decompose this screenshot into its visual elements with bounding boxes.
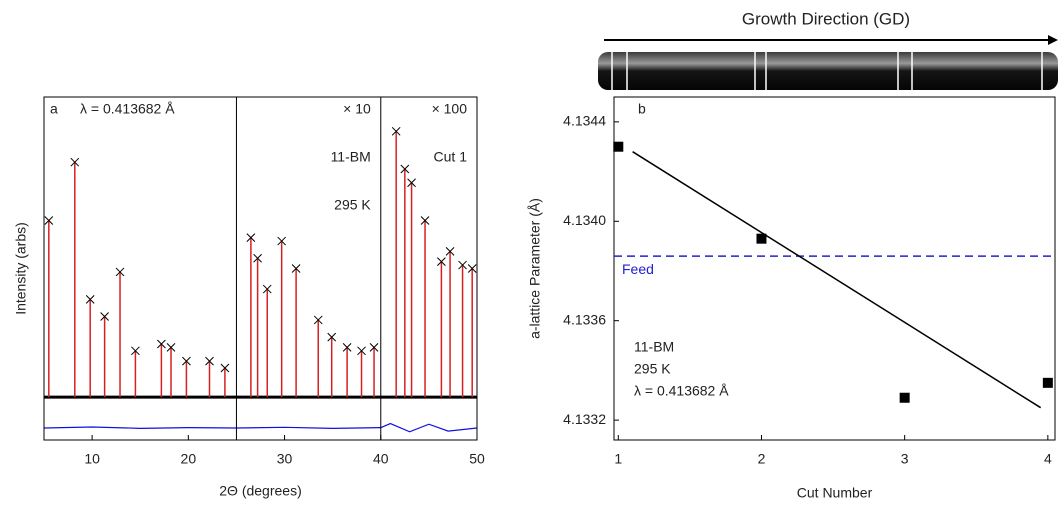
observed-point xyxy=(291,264,301,273)
observed-point xyxy=(327,332,337,342)
annotation: 11-BM xyxy=(634,339,674,355)
observed-point xyxy=(369,343,379,352)
observed-point xyxy=(445,246,455,256)
observed-point xyxy=(420,216,430,225)
annotation: 295 K xyxy=(634,361,671,377)
data-point xyxy=(613,141,624,152)
annotation: Cut 1 xyxy=(434,149,468,165)
x-tick-label: 30 xyxy=(277,451,293,467)
y-tick-label: 4.1332 xyxy=(563,411,606,427)
observed-point xyxy=(253,253,262,263)
fit-line xyxy=(632,151,1042,409)
annotation: 11-BM xyxy=(331,149,371,165)
observed-point xyxy=(467,264,477,273)
crystal-photo xyxy=(598,52,1058,90)
observed-point xyxy=(391,126,401,136)
observed-point xyxy=(342,343,352,352)
observed-point xyxy=(437,257,446,266)
observed-point xyxy=(407,178,416,188)
x-tick-label: 50 xyxy=(469,451,485,467)
observed-point xyxy=(100,312,109,321)
region-label: × 100 xyxy=(432,101,468,117)
observed-point xyxy=(277,236,287,246)
x-tick-label: 4 xyxy=(1044,451,1052,467)
wavelength-label: λ = 0.413682 Å xyxy=(80,101,175,117)
observed-point xyxy=(166,343,176,352)
observed-point xyxy=(157,339,166,349)
x-axis-label: Cut Number xyxy=(797,485,873,501)
x-tick-label: 10 xyxy=(84,451,100,467)
observed-point xyxy=(131,346,140,356)
arrow-head xyxy=(1048,35,1058,45)
data-point xyxy=(1042,377,1053,388)
y-axis-label: Intensity (arbs) xyxy=(13,222,29,315)
header-title: Growth Direction (GD) xyxy=(742,9,910,28)
reference-label: Feed xyxy=(622,261,654,277)
difference-curve xyxy=(43,422,478,433)
y-tick-label: 4.1336 xyxy=(563,311,606,327)
panel-label: b xyxy=(638,101,646,117)
region-label: × 10 xyxy=(343,101,371,117)
plot-frame xyxy=(613,96,1056,441)
plot-frame xyxy=(43,96,478,441)
observed-point xyxy=(357,346,366,356)
observed-point xyxy=(85,295,95,304)
cut-marks xyxy=(611,52,1043,90)
data-point xyxy=(756,233,767,244)
y-tick-label: 4.1344 xyxy=(563,113,606,129)
x-tick-label: 40 xyxy=(373,451,389,467)
data-point xyxy=(899,392,910,403)
observed-point xyxy=(220,363,230,373)
annotation: λ = 0.413682 Å xyxy=(634,383,729,399)
observed-point xyxy=(70,157,80,167)
y-axis-label: a-lattice Parameter (Å) xyxy=(527,198,543,339)
x-tick-label: 1 xyxy=(614,451,622,467)
observed-point xyxy=(246,233,256,242)
observed-point xyxy=(458,260,467,270)
x-axis-label: 2Θ (degrees) xyxy=(219,483,301,499)
annotation: 295 K xyxy=(334,197,371,213)
x-tick-label: 3 xyxy=(901,451,909,467)
observed-point xyxy=(115,267,125,277)
observed-point xyxy=(262,284,272,294)
y-tick-label: 4.1340 xyxy=(563,212,606,228)
x-tick-label: 20 xyxy=(181,451,197,467)
observed-point xyxy=(313,315,323,325)
observed-point xyxy=(205,356,214,366)
x-tick-label: 2 xyxy=(758,451,766,467)
observed-point xyxy=(44,216,54,225)
panel-label: a xyxy=(50,101,58,117)
observed-point xyxy=(400,164,410,174)
observed-point xyxy=(182,356,191,366)
